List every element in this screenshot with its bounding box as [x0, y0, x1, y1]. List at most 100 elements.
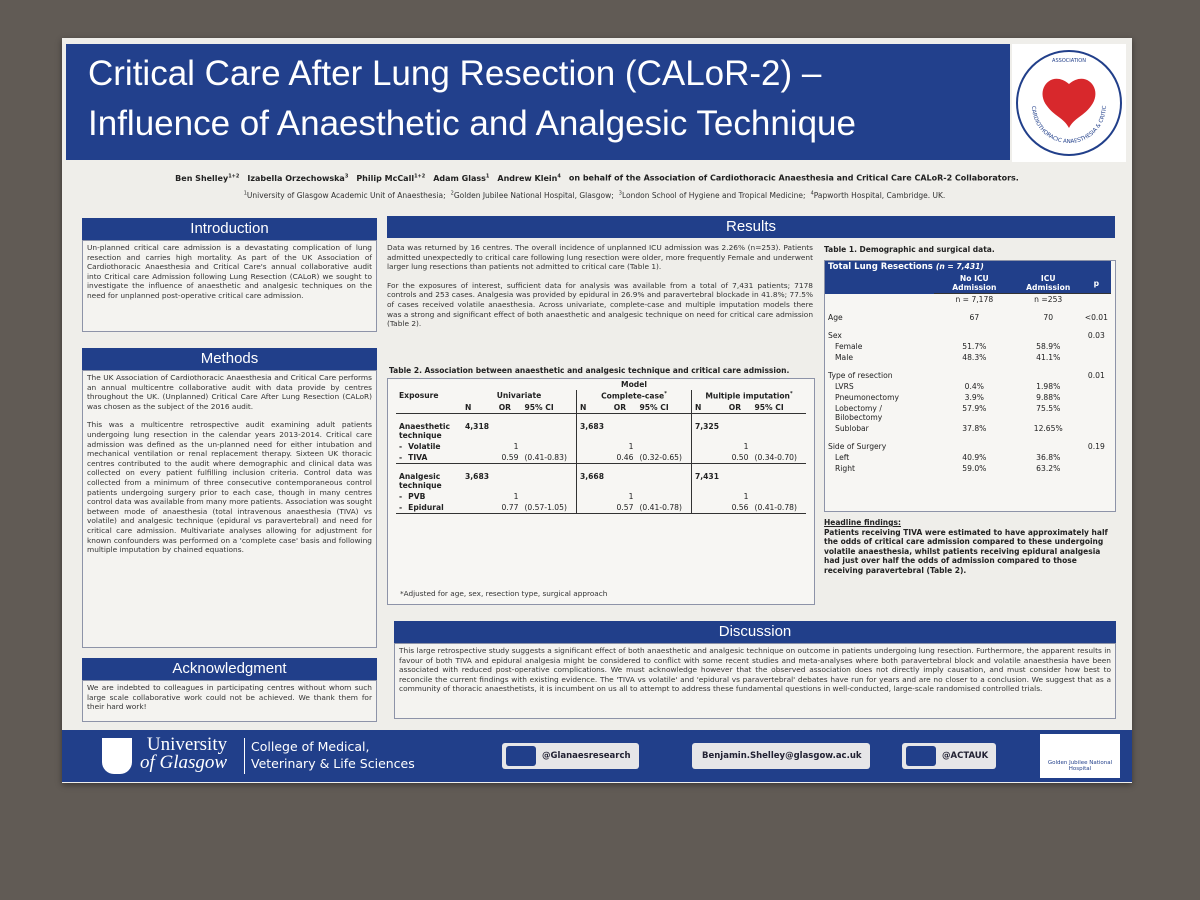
title: Influence of Anaesthetic and Analgesic T… — [88, 104, 856, 143]
n-cell: 3,683 — [465, 471, 490, 481]
cell — [521, 491, 576, 502]
p-cell: <0.01 — [1084, 313, 1108, 322]
university-line: of Glasgow — [140, 752, 228, 773]
author-name: Izabella Orzechowska — [247, 173, 345, 183]
or-cell: 1 — [628, 491, 634, 501]
row-label: - TIVA — [396, 452, 462, 464]
author-name: Adam Glass — [433, 173, 486, 183]
cell — [521, 413, 576, 441]
group-row: Analgesic technique 3,683 3,668 7,431 — [396, 463, 806, 491]
section-heading: Methods — [82, 348, 377, 370]
value-cell: 0.4% — [964, 382, 984, 391]
affiliation-text: Papworth Hospital, Cambridge. UK. — [813, 190, 946, 200]
cell — [1015, 434, 1082, 452]
model-header: Multiple imputation* — [690, 390, 806, 402]
ci-cell: (0.41-0.78) — [639, 502, 682, 512]
value-cell: 59.0% — [962, 464, 987, 473]
value-cell: 40.9% — [962, 453, 987, 462]
subcolumn-header: OR — [725, 401, 752, 414]
affiliation-text: University of Glasgow Academic Unit of A… — [246, 190, 446, 200]
header-row: No ICU Admission ICU Admission p — [825, 273, 1111, 294]
table2: Exposure Model Univariate Complete-case* Mul… — [396, 379, 806, 514]
row-name: PVB — [408, 491, 426, 501]
cell — [934, 434, 1015, 452]
n-cell: 3,668 — [575, 463, 611, 491]
or-cell: 1 — [628, 441, 634, 451]
ci-cell: (0.41-0.83) — [524, 452, 567, 462]
row-label: Pneumonectomy — [835, 393, 899, 402]
section-row: Type of resection 0.01 — [825, 363, 1111, 381]
table-caption: Table 1. Demographic and surgical data. — [824, 245, 995, 254]
or-cell: 1 — [513, 491, 519, 501]
email: Benjamin.Shelley@glasgow.ac.uk — [692, 743, 870, 769]
item-row: Right 59.0% 63.2% — [825, 463, 1111, 474]
data-row: - Epidural 0.77 (0.57-1.05) 0.57 (0.41-0.78) 0… — [396, 501, 806, 514]
section-row: Side of Surgery 0.19 — [825, 434, 1111, 452]
value-cell: 70 — [1043, 313, 1054, 322]
cell — [1082, 403, 1111, 423]
cell — [1081, 293, 1111, 305]
subcolumn-header: 95% CI — [521, 401, 577, 414]
affiliation-sup: 3 — [618, 190, 622, 196]
cell — [611, 463, 637, 491]
university-line: University — [146, 734, 228, 755]
subcolumn-header: OR — [610, 401, 637, 414]
author-sup: 4 — [557, 173, 561, 179]
cell — [751, 463, 806, 491]
subcolumn-header: N — [575, 401, 611, 414]
value-cell: 1.98% — [1036, 382, 1061, 391]
ci-cell: (0.34-0.70) — [754, 452, 797, 462]
model-sup: * — [789, 391, 793, 397]
cell — [575, 440, 611, 452]
affiliation-sup: 1 — [243, 190, 247, 196]
value-cell: 67 — [969, 313, 980, 322]
data-row: - TIVA 0.59 (0.41-0.83) 0.46 (0.32-0.65) 0.50 (… — [396, 451, 806, 464]
row-name: TIVA — [408, 452, 428, 462]
value-cell: 57.9% — [962, 404, 987, 413]
n-cell: n =253 — [1014, 293, 1082, 305]
bullet: - — [399, 452, 403, 462]
cell — [611, 413, 637, 441]
item-row: LVRS 0.4% 1.98% — [825, 381, 1111, 392]
n-cell: n = 7,178 — [933, 293, 1015, 305]
group-row: Anaesthetic technique 4,318 3,683 7,325 — [396, 413, 806, 441]
affiliation-text: Golden Jubilee National Hospital, Glasgo… — [453, 190, 614, 200]
table-title: Total Lung Resections (n = 7,431) — [825, 261, 1111, 273]
twitter-handle: @ACTAUK — [902, 743, 997, 769]
cell — [1082, 452, 1111, 463]
cell — [462, 441, 496, 452]
subcolumn-header: N — [690, 401, 726, 414]
bullet: - — [399, 502, 403, 512]
value-cell: 12.65% — [1033, 424, 1063, 433]
cell — [636, 441, 691, 452]
discussion-text: This large retrospective study suggests … — [394, 643, 1116, 719]
or-cell: 0.59 — [501, 452, 519, 462]
cell — [751, 491, 806, 502]
cell — [636, 413, 691, 441]
results-text: Data was returned by 16 centres. The ove… — [387, 243, 813, 338]
row-label: Type of resection — [828, 371, 893, 380]
item-row: Lobectomy / Bilobectomy 57.9% 75.5% — [825, 403, 1111, 423]
row-label: Sublobar — [835, 424, 869, 433]
twitter-icon — [906, 746, 936, 766]
or-cell: 1 — [743, 441, 749, 451]
column-header: ICU Admission — [1026, 274, 1071, 292]
cell — [1015, 363, 1082, 381]
row-label: - Volatile — [396, 441, 462, 452]
n-cell: 7,431 — [690, 463, 726, 491]
twitter-handle: @Glanaesresearch — [502, 743, 639, 769]
cell — [1082, 352, 1111, 363]
email-text: Benjamin.Shelley@glasgow.ac.uk — [702, 751, 862, 761]
group-label: Analgesic technique — [399, 471, 442, 490]
or-cell: 0.57 — [616, 502, 634, 512]
title-n: (n = 7,431) — [935, 262, 984, 271]
or-cell: 0.56 — [731, 502, 749, 512]
cell — [1015, 323, 1082, 341]
item-row: Pneumonectomy 3.9% 9.88% — [825, 392, 1111, 403]
cell — [726, 413, 752, 441]
affiliation: 1University of Glasgow Academic Unit of … — [243, 190, 446, 200]
introduction-text: Un-planned critical care admission is a … — [82, 240, 377, 332]
n-cell: 3,683 — [575, 413, 611, 441]
paragraph: This was a multicentre retrospective aud… — [87, 420, 373, 555]
